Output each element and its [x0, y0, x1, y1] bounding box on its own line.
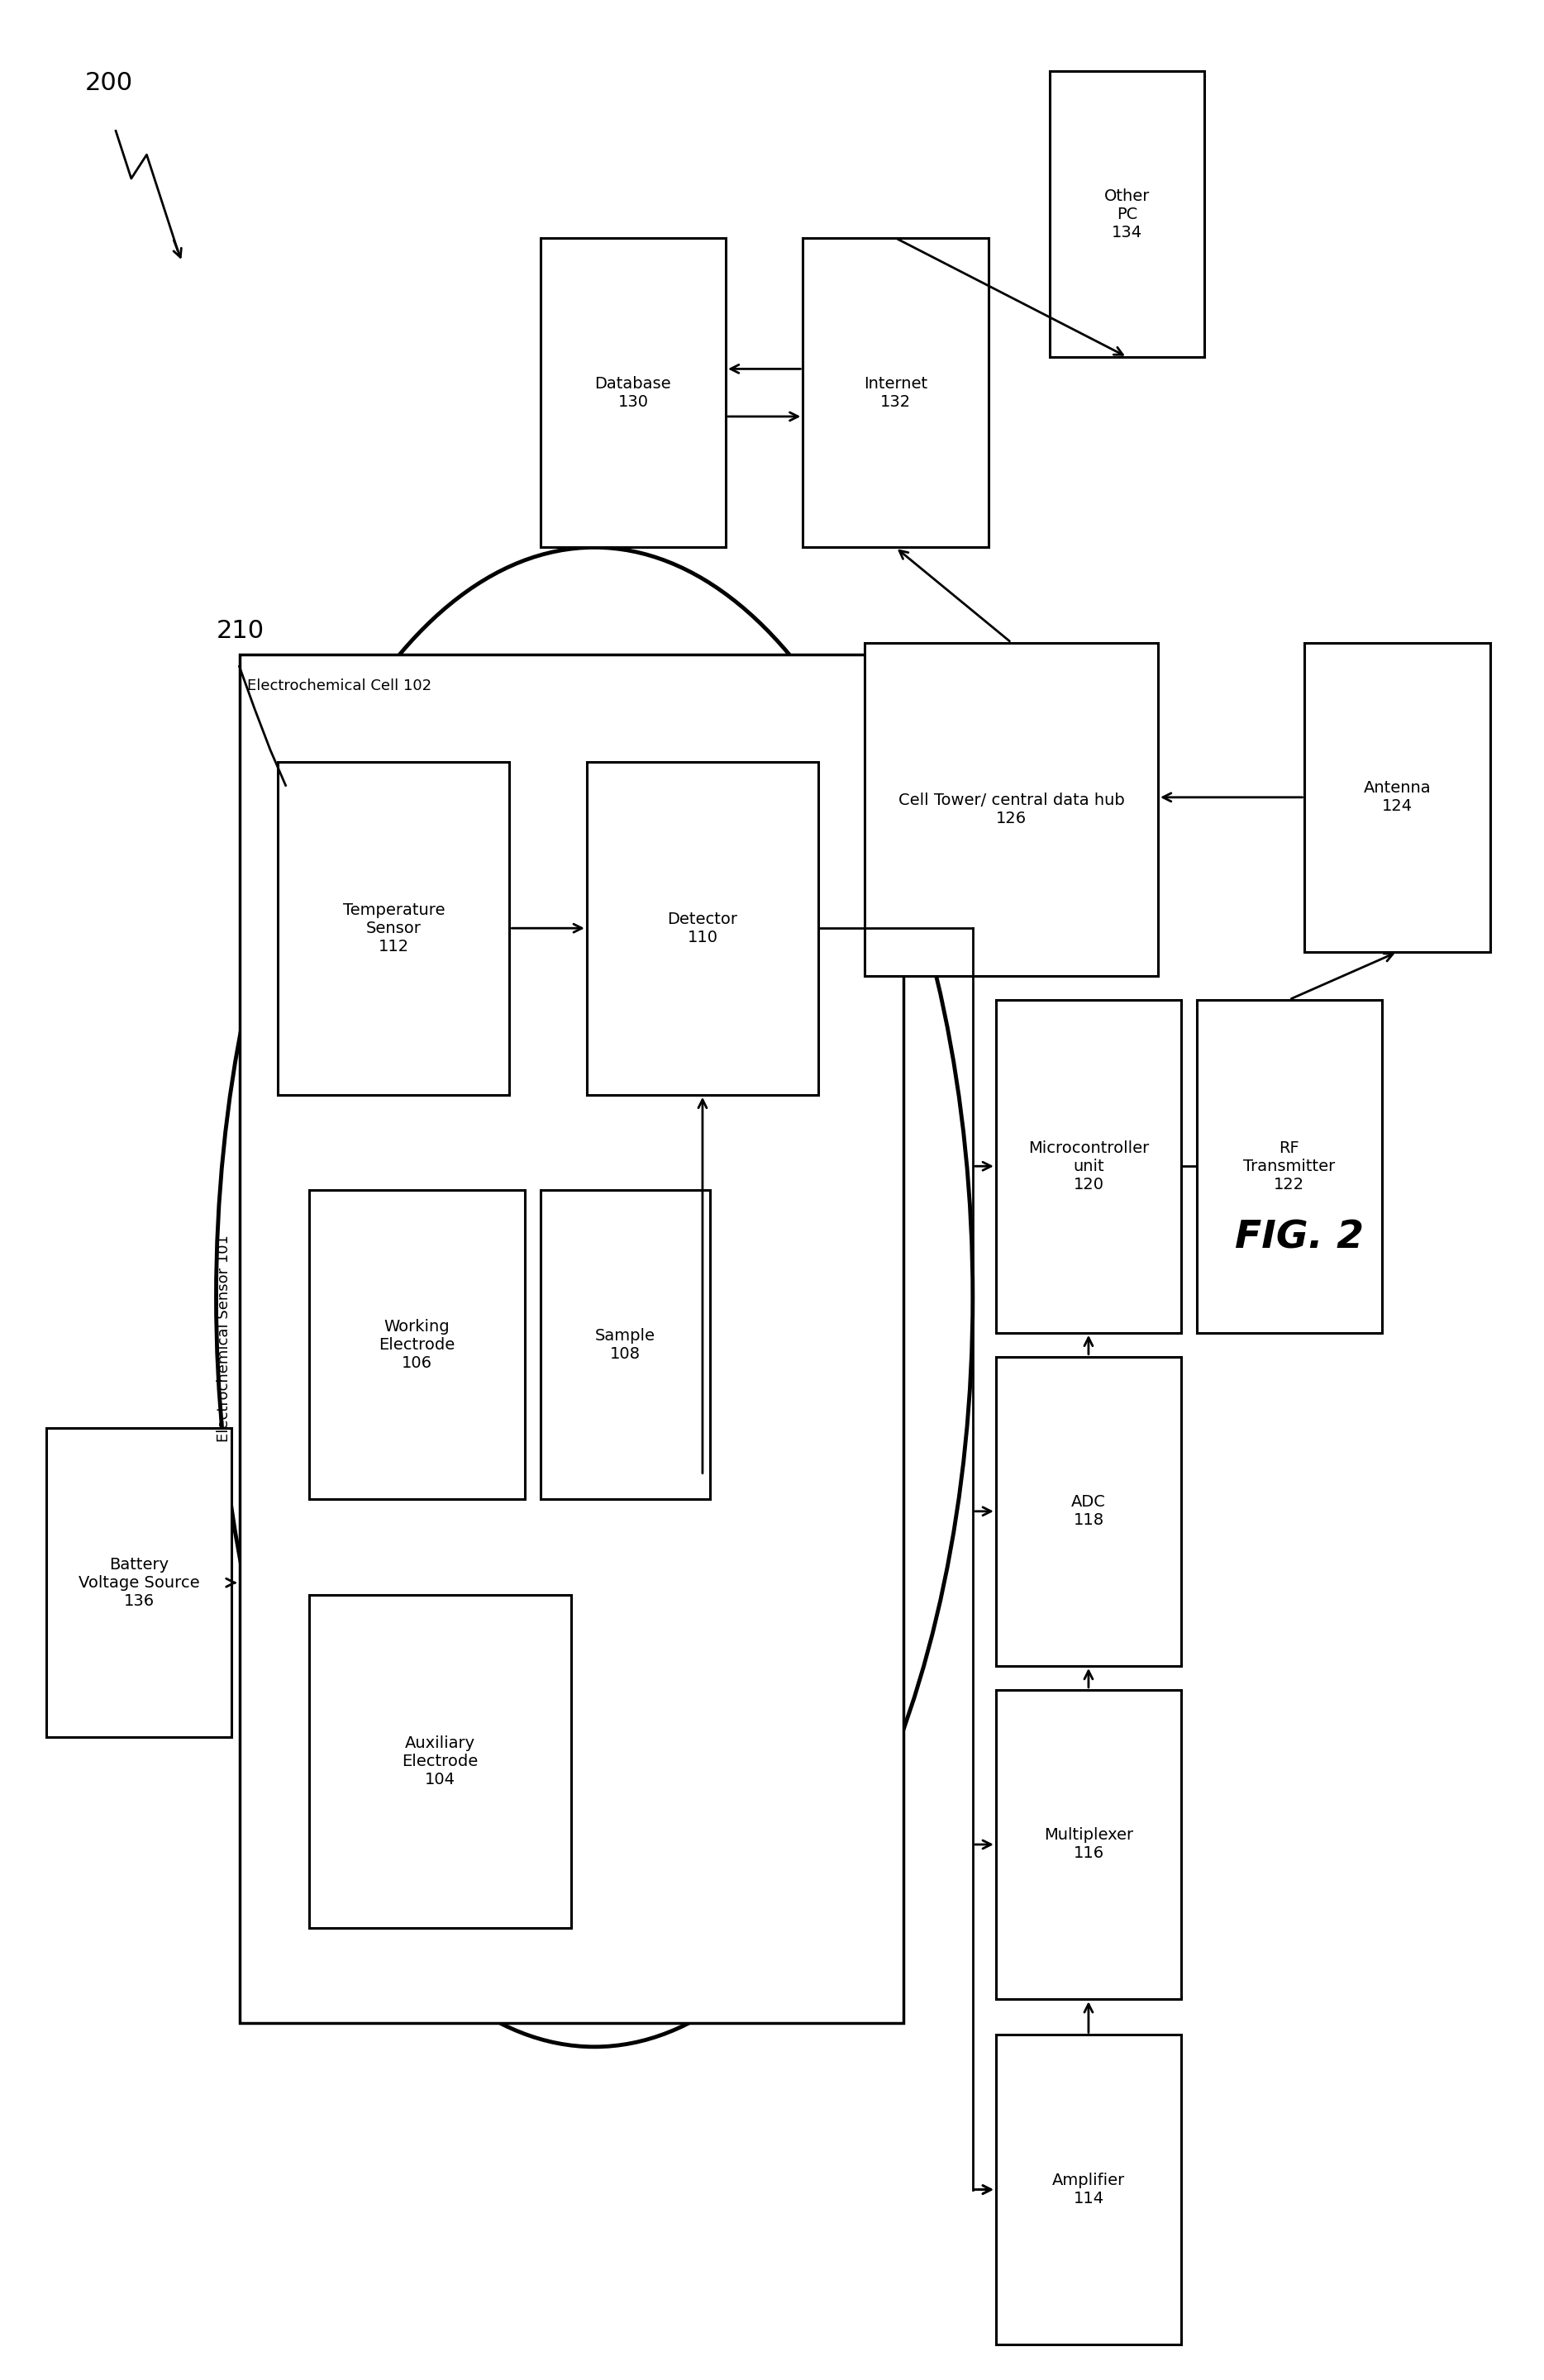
Text: 200: 200	[85, 71, 133, 95]
Bar	[1197, 1000, 1382, 1333]
Bar	[996, 1000, 1181, 1333]
Text: RF
Transmitter
122: RF Transmitter 122	[1243, 1140, 1336, 1192]
Text: Multiplexer
116: Multiplexer 116	[1044, 1828, 1133, 1861]
Bar	[278, 762, 510, 1095]
Bar	[1050, 71, 1204, 357]
Bar	[309, 1595, 571, 1928]
Text: 210: 210	[216, 619, 264, 643]
Text: Amplifier
114: Amplifier 114	[1051, 2173, 1126, 2206]
Text: Working
Electrode
106: Working Electrode 106	[378, 1319, 455, 1371]
Text: Other
PC
134: Other PC 134	[1104, 188, 1150, 240]
Bar	[996, 2035, 1181, 2344]
Text: Cell Tower/ central data hub
126: Cell Tower/ central data hub 126	[899, 793, 1124, 826]
Text: ADC
118: ADC 118	[1072, 1495, 1106, 1528]
Text: FIG. 2: FIG. 2	[1235, 1219, 1365, 1257]
Text: Battery
Voltage Source
136: Battery Voltage Source 136	[79, 1557, 199, 1609]
Bar	[996, 1690, 1181, 1999]
Bar	[587, 762, 818, 1095]
Text: Detector
110: Detector 110	[667, 912, 738, 945]
Bar	[996, 1357, 1181, 1666]
Bar	[865, 643, 1158, 976]
Ellipse shape	[216, 547, 973, 2047]
Bar	[803, 238, 988, 547]
Text: Microcontroller
unit
120: Microcontroller unit 120	[1028, 1140, 1149, 1192]
Text: Electrochemical Sensor 101: Electrochemical Sensor 101	[216, 1235, 232, 1442]
Text: Internet
132: Internet 132	[863, 376, 928, 409]
Text: Antenna
124: Antenna 124	[1363, 781, 1431, 814]
Bar	[46, 1428, 232, 1737]
Text: Auxiliary
Electrode
104: Auxiliary Electrode 104	[401, 1735, 479, 1787]
Text: Electrochemical Cell 102: Electrochemical Cell 102	[247, 678, 431, 693]
Text: Database
130: Database 130	[594, 376, 672, 409]
Bar	[540, 1190, 710, 1499]
Text: Temperature
Sensor
112: Temperature Sensor 112	[343, 902, 445, 954]
Text: Sample
108: Sample 108	[594, 1328, 656, 1361]
Bar	[540, 238, 726, 547]
Bar	[239, 654, 903, 2023]
Bar	[309, 1190, 525, 1499]
Bar	[1305, 643, 1490, 952]
